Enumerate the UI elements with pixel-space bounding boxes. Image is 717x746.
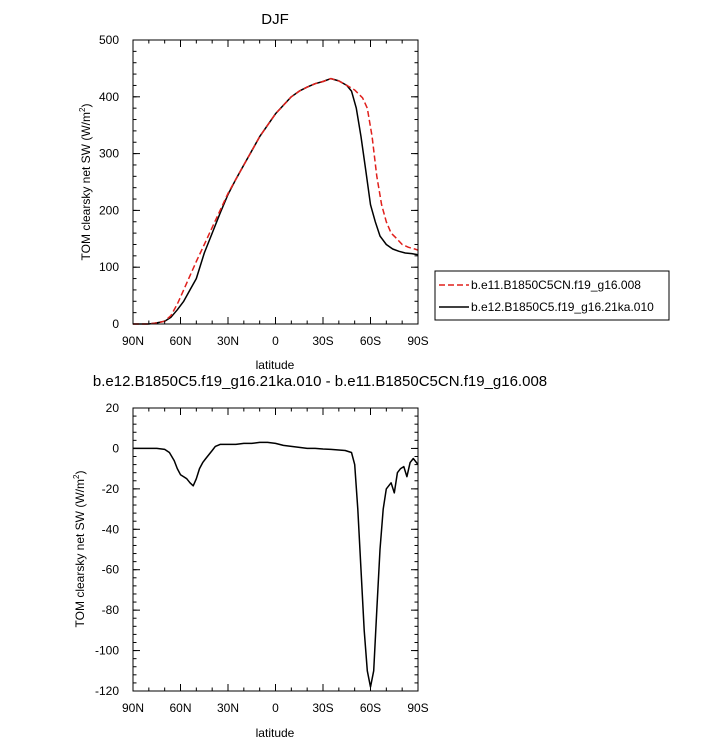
panel1-ytick-label: 400: [99, 90, 119, 104]
panel2-ticks: 90N 60N 30N 0 30S 60S 90S -120 -100 -80 -60 -40 -20 0…: [95, 401, 429, 715]
panel2-ytick-label: 20: [106, 401, 120, 415]
legend-label-series-2: b.e12.B1850C5.f19_g16.21ka.010: [471, 300, 654, 314]
panel2-ylabel: TOM clearsky net SW (W/m2): [72, 471, 87, 628]
panel1-xtick-label: 30S: [312, 334, 333, 348]
panel1-title: DJF: [261, 11, 289, 28]
panel1-xlabel: latitude: [256, 358, 295, 372]
panel1-xtick-label: 30N: [217, 334, 239, 348]
panel1-xtick-label: 90S: [407, 334, 428, 348]
panel2-ytick-label: -60: [102, 563, 120, 577]
legend-box: [434, 270, 670, 321]
panel1-ytick-label: 200: [99, 203, 119, 217]
panel2-ytick-label: -120: [95, 684, 119, 698]
panel1-ytick-label: 500: [99, 33, 119, 47]
panel1-ytick-label: 100: [99, 260, 119, 274]
panel2-title: b.e12.B1850C5.f19_g16.21ka.010 - b.e11.B…: [93, 373, 547, 390]
panel2-xtick-label: 90N: [122, 701, 144, 715]
panel1-ticks: 90N 60N 30N 0 30S 60S 90S 0 100 200 300 400 500: [99, 33, 429, 348]
panel2-ytick-label: -40: [102, 522, 120, 536]
panel2-ytick-label: -80: [102, 603, 120, 617]
panel2-xtick-label: 60S: [360, 701, 381, 715]
panel1-plot-frame: [132, 39, 419, 325]
panel2-ytick-label: -20: [102, 482, 120, 496]
panel2-series-line-1: [133, 441, 419, 688]
panel1-xtick-label: 60N: [169, 334, 191, 348]
panel2-xtick-label: 90S: [407, 701, 428, 715]
panel1-xtick-label: 60S: [360, 334, 381, 348]
panel2-xtick-label: 0: [272, 701, 279, 715]
legend-label-series-1: b.e11.B1850C5CN.f19_g16.008: [471, 278, 641, 292]
panel1-series-group: [133, 77, 419, 325]
panel1-xtick-label: 90N: [122, 334, 144, 348]
panel1-ytick-label: 300: [99, 147, 119, 161]
panel1-xtick-label: 0: [272, 334, 279, 348]
panel1-series-line-1: [133, 77, 419, 325]
panel2-xtick-label: 30S: [312, 701, 333, 715]
panel-climatology: DJF 90N 60N 30N 0 30S 60S 90S0100200300400500 …: [78, 11, 670, 372]
legend: b.e11.B1850C5CN.f19_g16.008 b.e12.B1850C…: [434, 270, 670, 321]
panel1-ylabel: TOM clearsky net SW (W/m2): [78, 104, 93, 261]
panel2-xtick-label: 30N: [217, 701, 239, 715]
panel2-ytick-label: -100: [95, 644, 119, 658]
panel2-ytick-label: 0: [112, 441, 119, 455]
panel1-series-line-2: [133, 77, 419, 325]
panel2-series-group: [133, 441, 419, 688]
panel2-xlabel: latitude: [256, 726, 295, 740]
panel-difference: b.e12.B1850C5.f19_g16.21ka.010 - b.e11.B…: [72, 373, 547, 740]
panel2-xtick-label: 60N: [169, 701, 191, 715]
panel1-ytick-label: 0: [112, 317, 119, 331]
